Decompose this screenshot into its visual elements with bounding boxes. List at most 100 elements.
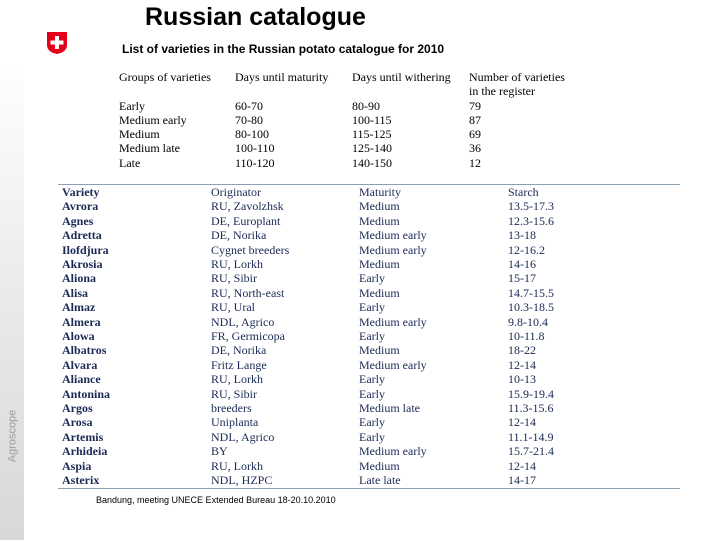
table-cell: 12-14 bbox=[508, 357, 536, 372]
table-cell: Agnes bbox=[62, 213, 94, 228]
table-cell: 14-17 bbox=[508, 473, 536, 487]
table-cell: Alowa bbox=[62, 329, 95, 343]
table-cell: Early bbox=[359, 386, 385, 401]
table-rule bbox=[58, 488, 680, 489]
table-cell: Early bbox=[359, 415, 385, 430]
column-header: Originator bbox=[211, 185, 261, 199]
table-cell: Artemis bbox=[62, 429, 104, 444]
table-cell: Arosa bbox=[62, 415, 93, 430]
table-cell: Uniplanta bbox=[211, 415, 259, 430]
column-header: Starch bbox=[508, 185, 539, 199]
table-cell: 110-120 bbox=[235, 155, 275, 170]
table-rule bbox=[58, 184, 680, 185]
table-cell: Medium early bbox=[359, 314, 427, 329]
table-cell: 79 bbox=[469, 98, 481, 113]
table-cell: Almaz bbox=[62, 300, 96, 315]
table-cell: Medium bbox=[119, 127, 160, 142]
table-cell: 15-17 bbox=[508, 271, 536, 286]
table-cell: Cygnet breeders bbox=[211, 242, 290, 257]
table-cell: DE, Europlant bbox=[211, 213, 281, 228]
table-cell: Medium bbox=[359, 285, 400, 300]
table-cell: Medium bbox=[359, 343, 400, 358]
table-cell: Medium bbox=[359, 213, 400, 228]
table-cell: RU, Lorkh bbox=[211, 257, 263, 271]
table-cell: Albatros bbox=[62, 343, 107, 358]
table-cell: Medium bbox=[359, 199, 400, 214]
table-cell: 140-150 bbox=[352, 155, 392, 170]
table-cell: Arhideia bbox=[62, 444, 108, 459]
table-cell: RU, Zavolzhsk bbox=[211, 199, 284, 214]
column-header: Groups of varieties bbox=[119, 70, 211, 84]
table-cell: 10-13 bbox=[508, 372, 536, 387]
table-cell: RU, Sibir bbox=[211, 271, 258, 286]
table-cell: 36 bbox=[469, 141, 481, 156]
table-cell: FR, Germicopa bbox=[211, 329, 285, 343]
table-cell: 14.7-15.5 bbox=[508, 285, 554, 300]
table-cell: DE, Norika bbox=[211, 343, 267, 358]
table-cell: Early bbox=[359, 329, 385, 343]
table-cell: 18-22 bbox=[508, 343, 536, 358]
table-cell: 12-14 bbox=[508, 415, 536, 430]
table-cell: 13.5-17.3 bbox=[508, 199, 554, 214]
table-cell: RU, Ural bbox=[211, 300, 255, 315]
column-header: Days until maturity bbox=[235, 70, 329, 84]
table-cell: NDL, Agrico bbox=[211, 314, 275, 329]
table-cell: Alvara bbox=[62, 357, 98, 372]
table-cell: Antonina bbox=[62, 386, 111, 401]
swiss-logo bbox=[47, 32, 67, 54]
table-cell: BY bbox=[211, 444, 228, 459]
table-cell: Almera bbox=[62, 314, 101, 329]
table-cell: RU, Lorkh bbox=[211, 372, 263, 387]
table-cell: Early bbox=[119, 98, 145, 113]
table-cell: Adretta bbox=[62, 228, 102, 243]
table-cell: RU, North-east bbox=[211, 285, 285, 300]
table-cell: Medium early bbox=[359, 228, 427, 243]
table-cell: 115-125 bbox=[352, 127, 392, 142]
table-cell: Ilofdjura bbox=[62, 242, 109, 257]
table-cell: Medium late bbox=[359, 401, 420, 415]
table-cell: 125-140 bbox=[352, 141, 392, 156]
table-cell: Argos bbox=[62, 401, 93, 415]
table-cell: 12 bbox=[469, 155, 481, 170]
table-cell: 60-70 bbox=[235, 98, 263, 113]
table-cell: 11.3-15.6 bbox=[508, 401, 554, 415]
table-cell: Aliance bbox=[62, 372, 101, 387]
table-cell: 100-110 bbox=[235, 141, 275, 156]
subtitle: List of varieties in the Russian potato … bbox=[122, 42, 445, 56]
table-cell: Medium early bbox=[359, 242, 427, 257]
table-cell: Medium late bbox=[119, 141, 180, 156]
table-cell: NDL, HZPC bbox=[211, 473, 273, 487]
table-cell: Medium early bbox=[119, 112, 187, 127]
table-cell: RU, Lorkh bbox=[211, 458, 263, 473]
footer: Bandung, meeting UNECE Extended Bureau 1… bbox=[96, 495, 336, 505]
table-cell: 13-18 bbox=[508, 228, 536, 243]
table-cell: 15.9-19.4 bbox=[508, 386, 554, 401]
table-cell: 10-11.8 bbox=[508, 329, 545, 343]
table-cell: DE, Norika bbox=[211, 228, 267, 243]
column-header: Number of varieties in the register bbox=[469, 70, 565, 99]
table-cell: 87 bbox=[469, 112, 481, 127]
table-cell: 100-115 bbox=[352, 112, 392, 127]
column-header: Maturity bbox=[359, 185, 401, 199]
table-cell: 69 bbox=[469, 127, 481, 142]
table-cell: 80-90 bbox=[352, 98, 380, 113]
table-cell: NDL, Agrico bbox=[211, 429, 275, 444]
column-header: Variety bbox=[62, 185, 100, 199]
table-cell: 14-16 bbox=[508, 257, 536, 271]
table-cell: Medium early bbox=[359, 444, 427, 459]
table-cell: RU, Sibir bbox=[211, 386, 258, 401]
table-cell: Medium bbox=[359, 257, 400, 271]
table-cell: Early bbox=[359, 429, 385, 444]
table-cell: 10.3-18.5 bbox=[508, 300, 554, 315]
table-cell: Aliona bbox=[62, 271, 97, 286]
table-cell: Early bbox=[359, 271, 385, 286]
table-cell: Medium early bbox=[359, 357, 427, 372]
table-cell: 12-14 bbox=[508, 458, 536, 473]
table-cell: 12-16.2 bbox=[508, 242, 545, 257]
table-cell: Early bbox=[359, 372, 385, 387]
table-cell: Medium bbox=[359, 458, 400, 473]
table-cell: 15.7-21.4 bbox=[508, 444, 554, 459]
table-cell: Late bbox=[119, 155, 141, 170]
table-cell: 11.1-14.9 bbox=[508, 429, 554, 444]
table-cell: 12.3-15.6 bbox=[508, 213, 554, 228]
